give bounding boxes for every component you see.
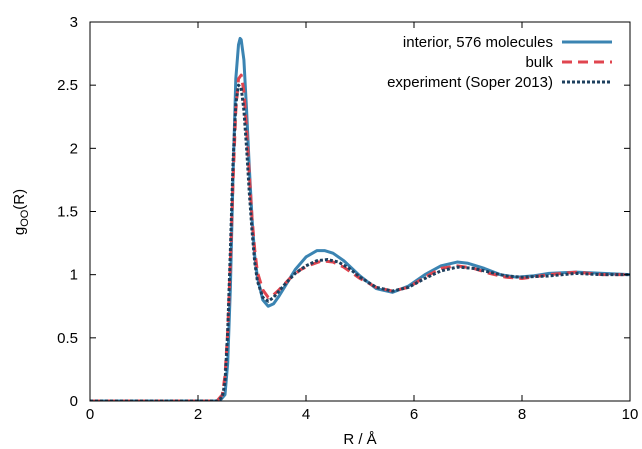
y-tick-label: 3 [70,14,78,31]
legend-label-1: bulk [525,54,553,71]
x-axis-label: R / Å [343,431,376,448]
x-tick-label: 2 [194,406,202,423]
y-tick-label: 2 [70,140,78,157]
legend-label-0: interior, 576 molecules [403,34,553,51]
y-tick-label: 1.5 [57,204,78,221]
x-axis: 0 2 4 6 8 10 [86,22,639,423]
x-tick-label: 0 [86,406,94,423]
y-tick-label: 2.5 [57,77,78,94]
y-tick-label: 0.5 [57,330,78,347]
x-tick-label: 6 [410,406,418,423]
legend-label-2: experiment (Soper 2013) [387,74,553,91]
x-tick-label: 8 [518,406,526,423]
x-tick-label: 10 [622,406,639,423]
y-tick-label: 1 [70,267,78,284]
series-layer [90,36,630,401]
series-line-2 [90,83,630,401]
series-line-0 [90,36,630,401]
y-axis: 0 0.5 1 1.5 2 2.5 3 [57,14,630,410]
y-axis-label: gOO(R) [11,189,31,235]
legend: interior, 576 molecules bulk experiment (S… [387,34,612,91]
x-tick-label: 4 [302,406,310,423]
series-line-1 [90,73,630,401]
y-tick-label: 0 [70,393,78,410]
